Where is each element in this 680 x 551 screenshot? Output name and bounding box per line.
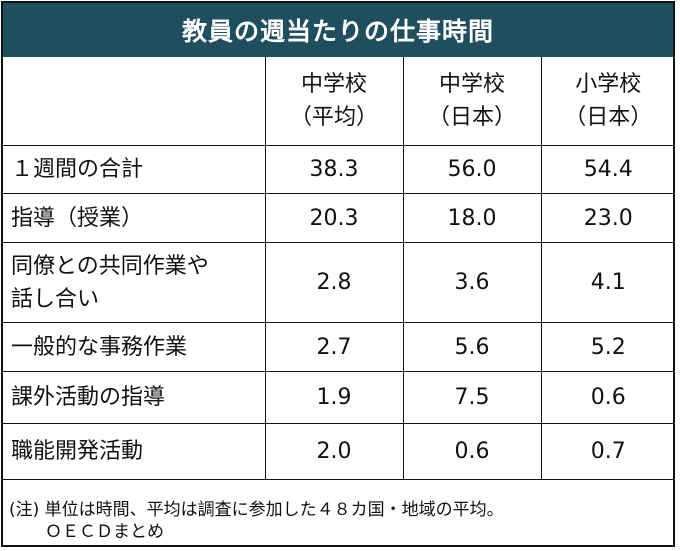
column-header-line1: 中学校 [438, 72, 505, 97]
table-row: 課外活動の指導 1.9 7.5 0.6 [3, 371, 675, 424]
table-cell: 1.9 [264, 371, 404, 424]
column-header-line1: 小学校 [575, 72, 642, 97]
table-cell: 38.3 [264, 145, 404, 194]
table-cell: 7.5 [402, 371, 542, 424]
header-empty-cell [3, 57, 266, 146]
column-header: 中学校 （日本） [402, 57, 542, 146]
row-label: 課外活動の指導 [3, 371, 266, 424]
row-label: 同僚との共同作業や 話し合い [3, 242, 266, 323]
table-cell: 2.7 [264, 322, 404, 372]
footnote-line1: (注) 単位は時間、平均は調査に参加した４８カ国・地域の平均。 [9, 500, 504, 520]
table-cell: 5.6 [402, 322, 542, 372]
column-header-line2: （平均） [289, 105, 378, 130]
footnote-source: ＯＥＣＤまとめ [45, 522, 164, 542]
table-cell: 3.6 [402, 242, 542, 323]
table-cell: 23.0 [540, 193, 675, 243]
column-header: 小学校 （日本） [540, 57, 675, 146]
table-cell: 4.1 [540, 242, 675, 323]
figure-title: 教員の週当たりの仕事時間 [3, 3, 673, 57]
table-row: 職能開発活動 2.0 0.6 0.7 [3, 423, 675, 480]
table-cell: 2.8 [264, 242, 404, 323]
row-label: 指導（授業） [3, 193, 266, 243]
column-header-line2: （日本） [564, 105, 653, 130]
table-cell: 2.0 [264, 423, 404, 480]
row-label: 職能開発活動 [3, 423, 266, 480]
table-row: １週間の合計 38.3 56.0 54.4 [3, 145, 675, 194]
row-label: １週間の合計 [3, 145, 266, 194]
column-header: 中学校 （平均） [264, 57, 404, 146]
footnote: (注) 単位は時間、平均は調査に参加した４８カ国・地域の平均。 ＯＥＣＤまとめ [9, 499, 669, 543]
table-cell: 56.0 [402, 145, 542, 194]
column-header-line1: 中学校 [300, 72, 367, 97]
table-row: 同僚との共同作業や 話し合い 2.8 3.6 4.1 [3, 242, 675, 323]
table-cell: 0.6 [402, 423, 542, 480]
column-header-line2: （日本） [427, 105, 516, 130]
table-cell: 5.2 [540, 322, 675, 372]
table-cell: 18.0 [402, 193, 542, 243]
table-cell: 0.7 [540, 423, 675, 480]
table-cell: 0.6 [540, 371, 675, 424]
header-row: 中学校 （平均） 中学校 （日本） 小学校 （日本） [3, 57, 675, 146]
table-cell: 54.4 [540, 145, 675, 194]
row-label: 一般的な事務作業 [3, 322, 266, 372]
work-hours-table: 中学校 （平均） 中学校 （日本） 小学校 （日本） １週間の合計 38.3 5… [3, 57, 675, 480]
table-row: 一般的な事務作業 2.7 5.6 5.2 [3, 322, 675, 372]
table-cell: 20.3 [264, 193, 404, 243]
table-row: 指導（授業） 20.3 18.0 23.0 [3, 193, 675, 243]
